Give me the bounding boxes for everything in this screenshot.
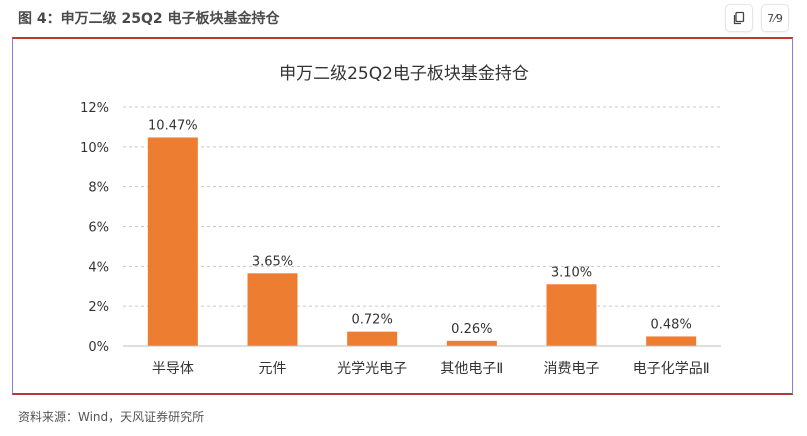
chart-frame: 申万二级25Q2电子板块基金持仓 10.47% 3.65% 0.72% 0.26% 3.… xyxy=(12,37,793,395)
figure-title: 图 4：申万二级 25Q2 电子板块基金持仓 xyxy=(18,11,280,27)
copy-icon xyxy=(733,11,745,25)
source-note: 资料来源：Wind，天风证券研究所 xyxy=(18,410,205,424)
bar xyxy=(347,331,398,346)
y-tick-label: 8% xyxy=(88,181,109,196)
data-label: 0.26% xyxy=(451,322,492,337)
bar xyxy=(147,137,198,346)
data-label: 0.72% xyxy=(352,313,393,328)
bar xyxy=(247,273,298,346)
x-tick-label: 电子化学品Ⅱ xyxy=(633,361,710,377)
x-tick-label: 消费电子 xyxy=(544,361,600,377)
bar xyxy=(446,340,497,346)
x-tick-label: 元件 xyxy=(259,361,287,377)
y-tick-label: 12% xyxy=(80,101,109,116)
chart-title: 申万二级25Q2电子板块基金持仓 xyxy=(279,64,529,84)
data-label: 0.48% xyxy=(651,317,692,332)
bar-chart: 申万二级25Q2电子板块基金持仓 10.47% 3.65% 0.72% 0.26% 3.… xyxy=(80,64,721,377)
y-tick-label: 0% xyxy=(88,340,109,355)
data-label: 10.47% xyxy=(148,118,198,133)
data-label: 3.65% xyxy=(252,254,293,269)
page-indicator: 7⁄9 xyxy=(767,11,783,25)
y-tick-label: 10% xyxy=(80,141,109,156)
data-label: 3.10% xyxy=(551,265,592,280)
x-tick-label: 半导体 xyxy=(152,361,194,377)
x-tick-label: 光学光电子 xyxy=(337,361,407,377)
page-indicator-button[interactable]: 7⁄9 xyxy=(761,4,789,32)
bar xyxy=(646,336,697,346)
x-tick-label: 其他电子Ⅱ xyxy=(440,361,503,377)
toolbar: 7⁄9 xyxy=(725,4,789,32)
y-tick-label: 4% xyxy=(88,260,109,275)
y-tick-label: 2% xyxy=(88,300,109,315)
copy-button[interactable] xyxy=(725,4,753,32)
y-tick-label: 6% xyxy=(88,221,109,236)
bar xyxy=(546,284,597,346)
